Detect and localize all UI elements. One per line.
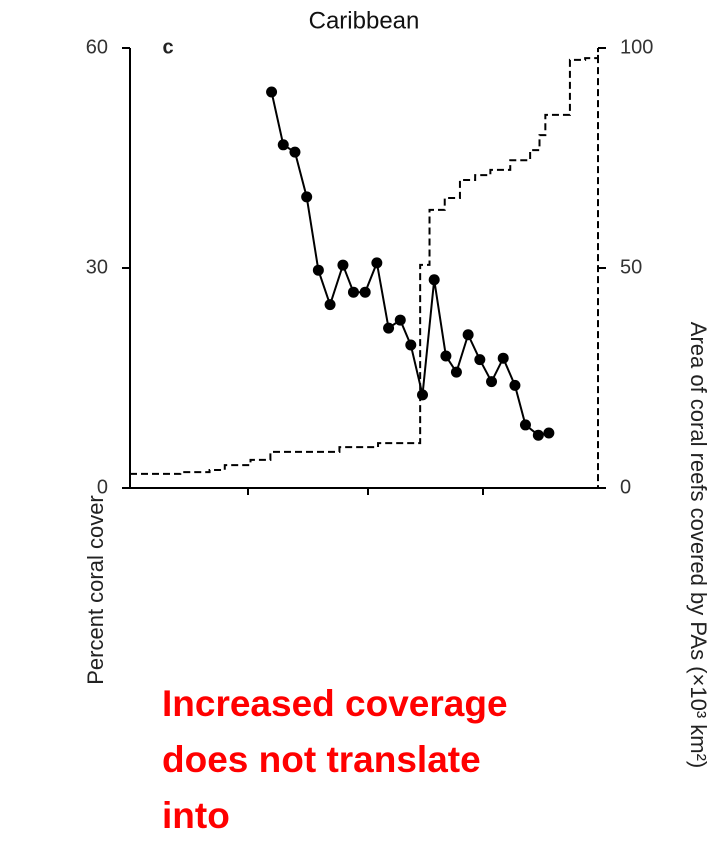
y-tick-label: 30 — [86, 256, 108, 278]
y-axis-label: Percent coral cover — [83, 495, 108, 685]
data-point — [474, 354, 486, 366]
data-point — [440, 350, 452, 362]
data-point — [509, 379, 521, 391]
data-point — [266, 86, 278, 98]
data-point — [486, 376, 498, 388]
data-point — [532, 429, 544, 441]
data-point — [359, 286, 371, 298]
data-point — [428, 274, 440, 286]
data-point — [277, 139, 289, 151]
data-point — [383, 322, 395, 334]
data-line — [270, 91, 550, 437]
data-point — [347, 286, 359, 298]
y-tick-label: 60 — [86, 36, 108, 58]
data-point — [519, 419, 531, 431]
panel-label: c — [162, 36, 173, 58]
y-tick-label: 0 — [97, 476, 108, 498]
data-point — [371, 257, 383, 269]
data-point — [324, 299, 336, 311]
data-point — [312, 264, 324, 276]
data-point — [289, 146, 301, 158]
data-point — [301, 191, 313, 203]
data-point — [497, 352, 509, 364]
data-point — [417, 389, 428, 401]
data-point — [462, 329, 474, 341]
chart-title: Caribbean — [309, 7, 420, 34]
data-point — [450, 366, 462, 378]
step-line — [130, 48, 599, 488]
data-point — [337, 259, 349, 271]
y2-tick-label: 0 — [620, 476, 631, 498]
data-point — [394, 314, 406, 326]
y2-tick-label: 100 — [620, 36, 653, 58]
data-point — [405, 339, 417, 351]
y2-tick-label: 50 — [620, 256, 642, 278]
data-point — [543, 427, 555, 439]
y2-axis-label: Area of coral reefs covered by PAs (×10³… — [686, 322, 711, 768]
annotation: Increased coverage does not translate in… — [162, 683, 508, 836]
